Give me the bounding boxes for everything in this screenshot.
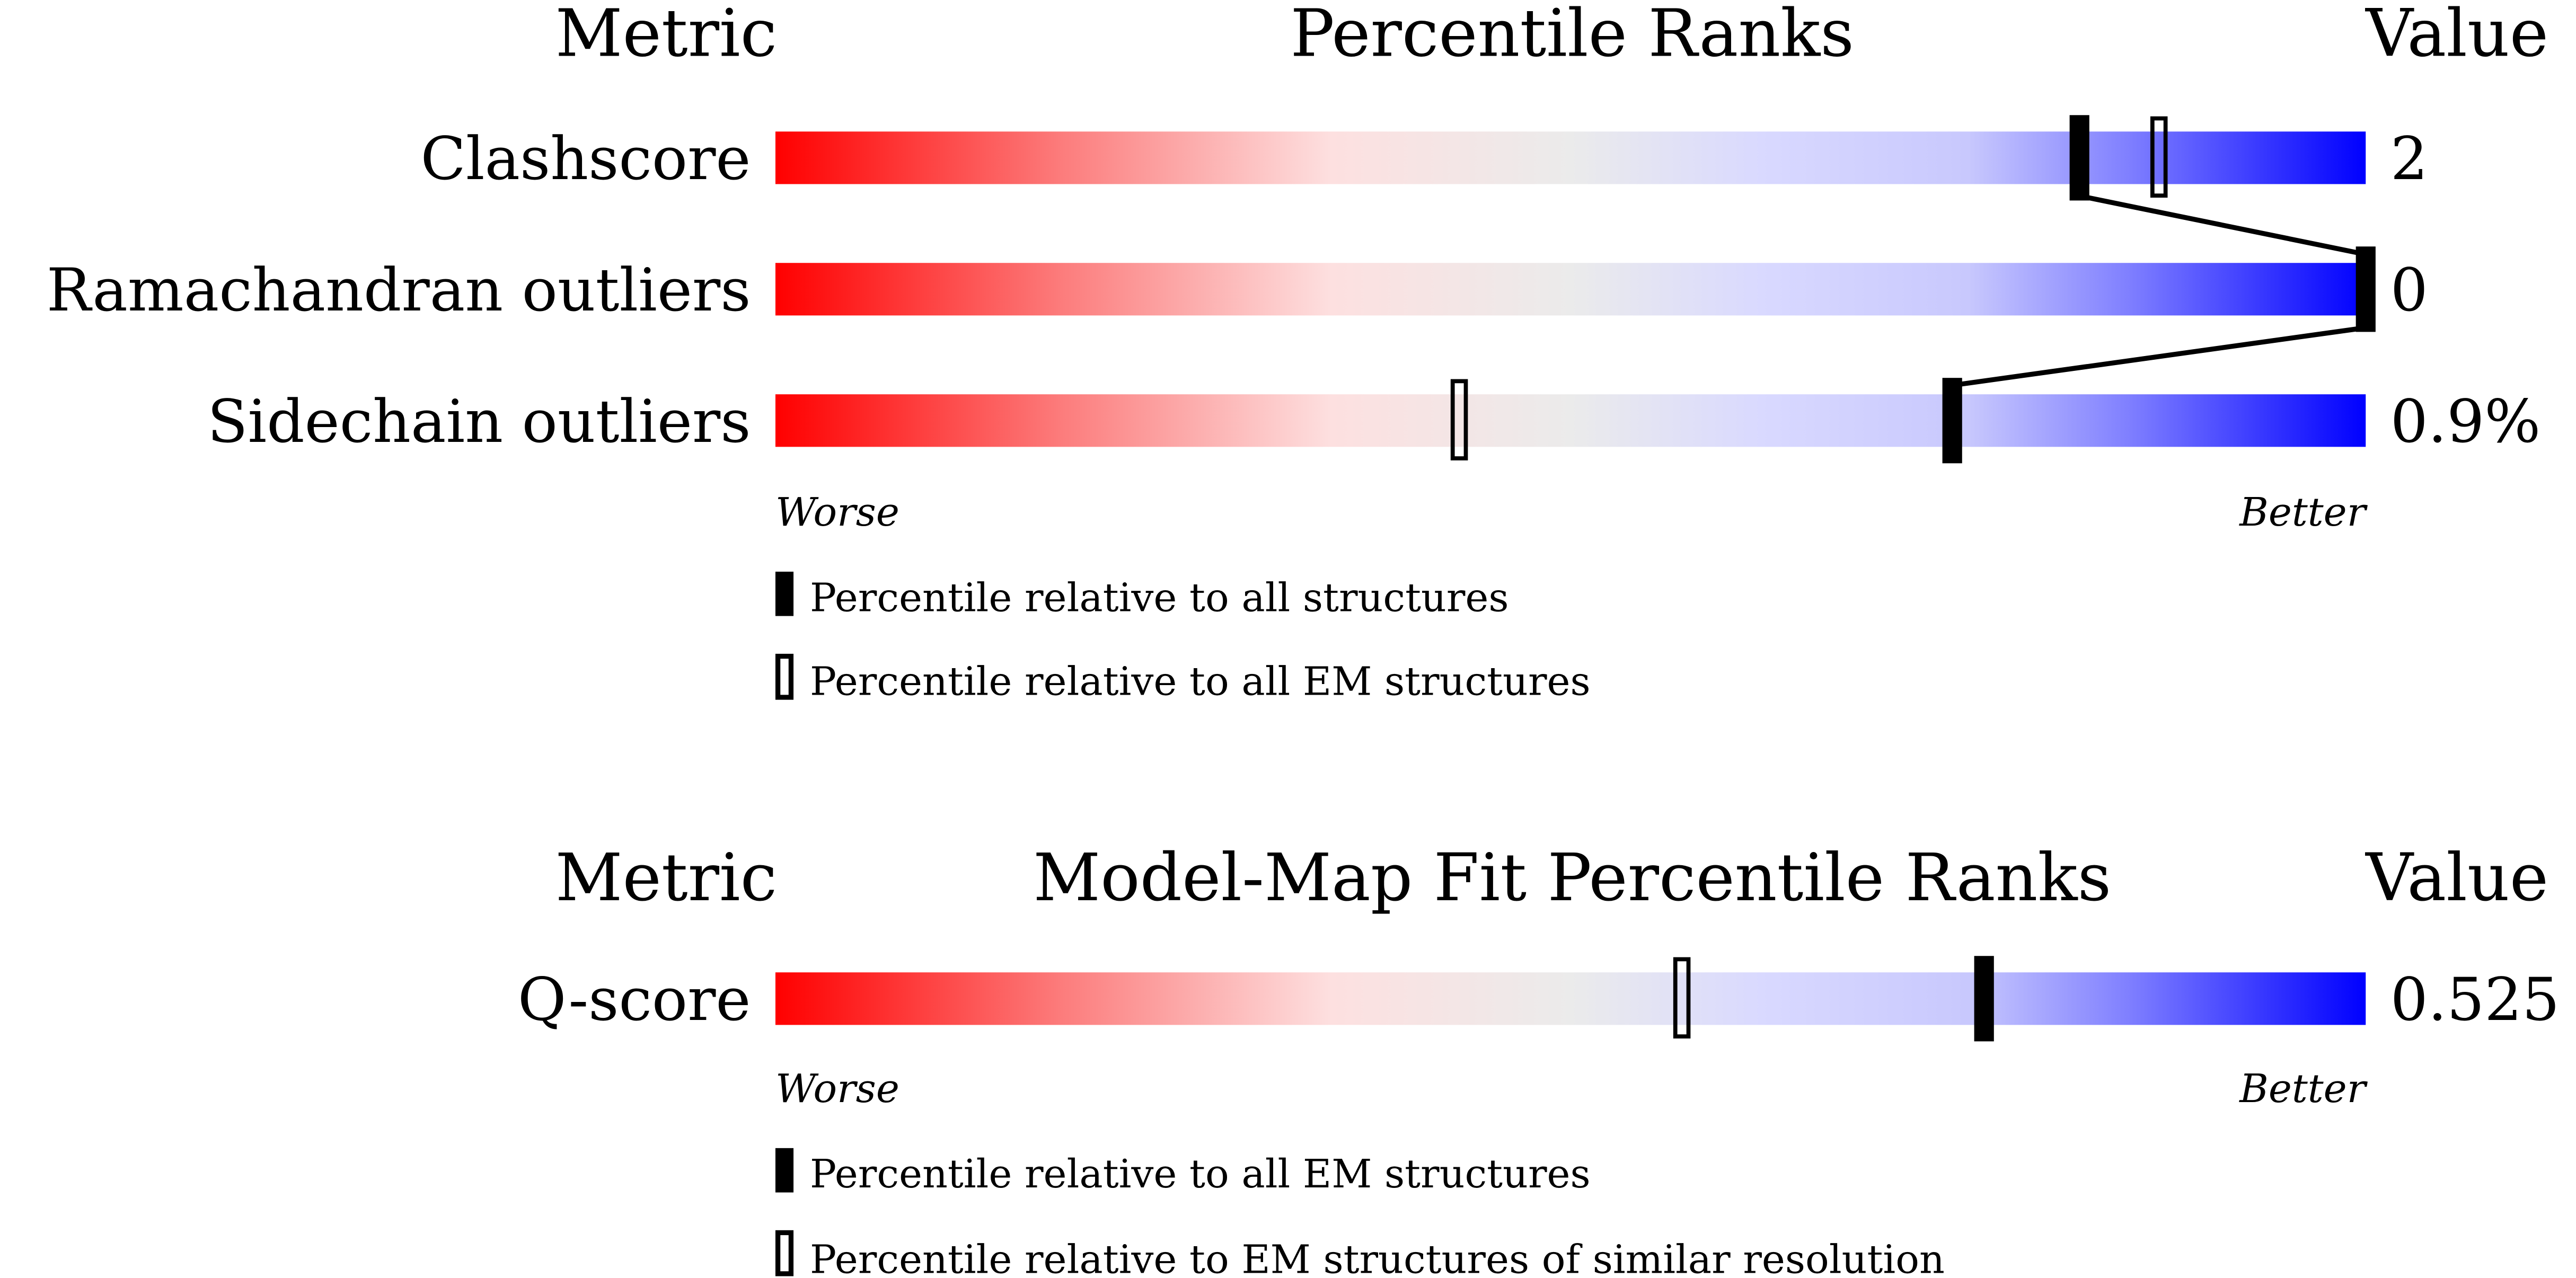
percentile-bar: [775, 263, 2366, 316]
metric-label: Sidechain outliers: [207, 387, 751, 456]
panel-geometry: Metric Percentile Ranks Value Clashscore…: [47, 0, 2548, 704]
legend-hollow-label: Percentile relative to all EM structures: [810, 658, 1591, 704]
percentile-bar: [775, 394, 2366, 447]
legend-filled-label: Percentile relative to all EM structures: [810, 1151, 1591, 1197]
better-label: Better: [2238, 489, 2368, 535]
legend-hollow-marker: [775, 653, 794, 700]
header-metric: Metric: [555, 0, 777, 72]
percentile-bar: [775, 131, 2366, 184]
metric-label: Clashscore: [420, 125, 751, 193]
marker-filled: [1974, 956, 1994, 1042]
marker-hollow: [1673, 957, 1691, 1039]
header-value: Value: [2365, 840, 2548, 916]
metric-value: 0.9%: [2390, 387, 2540, 456]
header-title: Percentile Ranks: [1290, 0, 1854, 72]
header-metric: Metric: [555, 840, 777, 916]
metric-row: Q-score 0.525: [518, 956, 2560, 1042]
header-value: Value: [2365, 0, 2548, 72]
metric-label: Q-score: [518, 965, 751, 1034]
better-label: Better: [2238, 1066, 2368, 1112]
header-title: Model-Map Fit Percentile Ranks: [1033, 840, 2111, 916]
legend-hollow-label: Percentile relative to EM structures of …: [810, 1236, 1945, 1278]
connector-line: [1958, 326, 2360, 387]
legend-filled-marker: [775, 571, 794, 616]
metric-value: 0: [2390, 256, 2428, 325]
percentile-bar: [775, 972, 2366, 1025]
marker-hollow: [1450, 379, 1468, 460]
legend-filled-label: Percentile relative to all structures: [810, 574, 1509, 620]
metric-row: Sidechain outliers 0.9%: [207, 378, 2540, 464]
worse-label: Worse: [775, 489, 899, 535]
panel-model-map-fit: Metric Model-Map Fit Percentile Ranks Va…: [518, 840, 2560, 1278]
marker-filled: [1942, 378, 1962, 464]
marker-hollow: [2150, 116, 2168, 198]
metric-label: Ramachandran outliers: [47, 256, 751, 325]
legend-hollow-marker: [775, 1230, 794, 1276]
legend-filled-marker: [775, 1148, 794, 1193]
metric-value: 0.525: [2390, 965, 2560, 1034]
metric-row: Ramachandran outliers 0: [47, 246, 2428, 332]
marker-filled: [2069, 115, 2089, 201]
metric-row: Clashscore 2: [420, 115, 2428, 201]
worse-label: Worse: [775, 1066, 899, 1112]
connector-line: [2085, 194, 2360, 256]
marker-filled: [2356, 246, 2376, 332]
metric-value: 2: [2390, 125, 2428, 193]
